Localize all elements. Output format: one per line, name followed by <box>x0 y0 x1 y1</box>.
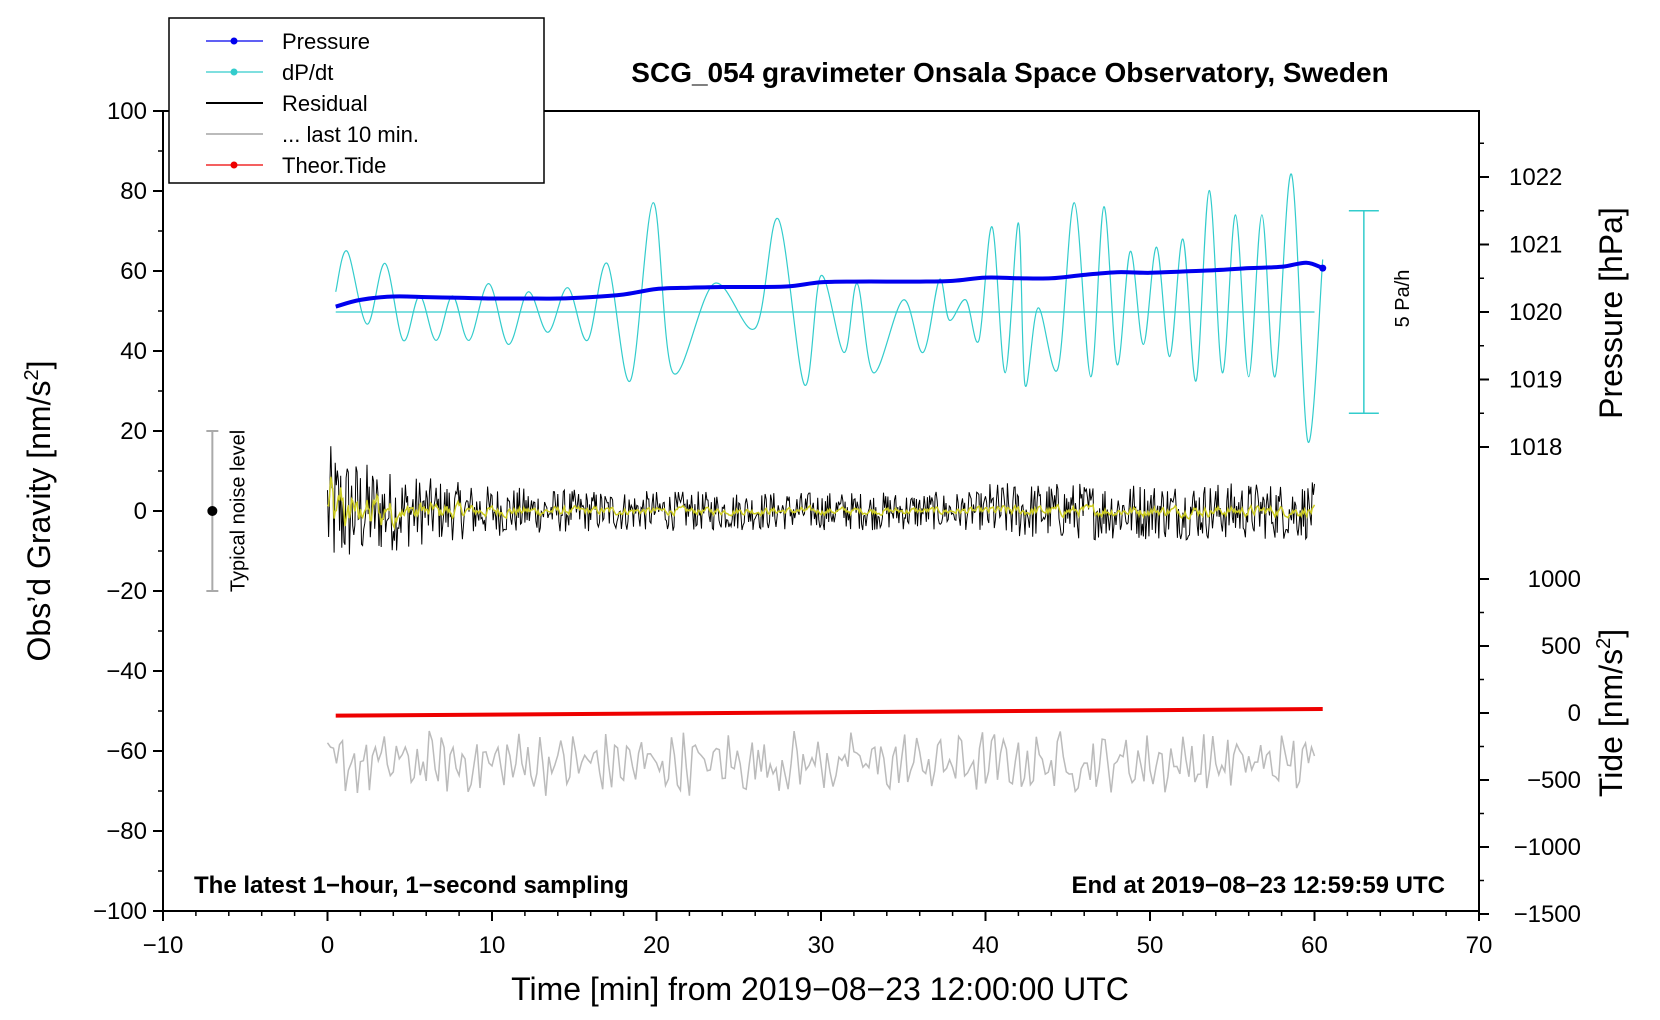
dpdt-line <box>335 173 1324 443</box>
pressure-line <box>335 260 1324 309</box>
legend-box <box>168 17 545 184</box>
tide-axis-title: Tide [nm/s2] <box>1593 629 1629 797</box>
x-tick-label: 30 <box>808 932 835 959</box>
y-tick-label: 80 <box>120 178 147 205</box>
tide-tick-label: 1000 <box>1528 566 1581 593</box>
residual-line <box>327 446 1315 555</box>
residual-series <box>327 446 1316 555</box>
y-tick-label: 40 <box>120 338 147 365</box>
legend-label: Pressure <box>282 29 370 54</box>
pressure-tick-label: 1019 <box>1509 367 1562 394</box>
annotations: Typical noise level 5 Pa/h <box>206 210 1414 592</box>
x-tick-label: 20 <box>643 932 670 959</box>
note-sampling: The latest 1−hour, 1−second sampling <box>194 872 629 899</box>
x-tick-label: 0 <box>321 932 334 959</box>
x-axis: −10 0 10 20 30 40 50 60 70 <box>143 911 1493 959</box>
legend-label: Residual <box>282 91 368 116</box>
x-tick-label: 60 <box>1301 932 1328 959</box>
residual-smoothed-line <box>327 476 1316 531</box>
y-tick-label: −60 <box>106 738 147 765</box>
tide-line <box>335 706 1323 718</box>
y-tick-label: −100 <box>93 898 147 925</box>
pressure-axis-title: Pressure [hPa] <box>1593 207 1629 419</box>
x-tick-label: −10 <box>143 932 184 959</box>
y-axis-pressure: 1018 1019 1020 1021 1022 <box>1479 142 1562 461</box>
x-tick-label: 50 <box>1137 932 1164 959</box>
legend-label: Theor.Tide <box>282 153 386 178</box>
legend-label: dP/dt <box>282 60 333 85</box>
dpdt-series <box>335 173 1324 443</box>
scale-bar-label: 5 Pa/h <box>1392 270 1414 328</box>
tide-tick-label: 500 <box>1541 633 1581 660</box>
y-tick-label: 100 <box>107 98 147 125</box>
y-tick-label: 0 <box>134 498 147 525</box>
y-axis-title: Obs’d Gravity [nm/s2] <box>21 361 57 662</box>
pressure-tick-label: 1020 <box>1509 299 1562 326</box>
x-tick-label: 70 <box>1466 932 1493 959</box>
chart-title: SCG_054 gravimeter Onsala Space Observat… <box>631 57 1388 88</box>
noise-bar-label: Typical noise level <box>227 430 249 592</box>
legend-marker <box>230 68 238 76</box>
x-tick-label: 40 <box>972 932 999 959</box>
y-tick-label: −40 <box>106 658 147 685</box>
pressure-end-marker <box>1319 264 1327 272</box>
legend-label: ... last 10 min. <box>282 122 419 147</box>
theor-tide-series <box>335 706 1323 718</box>
y-tick-label: 60 <box>120 258 147 285</box>
tide-tick-label: −1000 <box>1514 834 1581 861</box>
note-end-time: End at 2019−08−23 12:59:59 UTC <box>1071 872 1445 899</box>
noise-bar-dot <box>207 506 218 516</box>
x-axis-title: Time [min] from 2019−08−23 12:00:00 UTC <box>511 971 1129 1007</box>
legend: Pressure dP/dt Residual ... last 10 min. The… <box>168 17 545 184</box>
y-axis-tide: −1500 −1000 −500 0 500 1000 <box>1479 566 1581 928</box>
tide-tick-label: −500 <box>1527 767 1581 794</box>
last-10-min-series <box>326 730 1316 796</box>
y-tick-label: 20 <box>120 418 147 445</box>
x-tick-label: 10 <box>479 932 506 959</box>
legend-marker <box>230 37 238 45</box>
legend-marker <box>230 161 238 169</box>
y-axis-gravity: −100 −80 −60 −40 −20 0 20 40 60 80 100 <box>93 98 163 925</box>
y-tick-label: −20 <box>106 578 147 605</box>
y-tick-label: −80 <box>106 818 147 845</box>
pressure-series <box>335 260 1327 309</box>
pressure-tick-label: 1018 <box>1509 434 1562 461</box>
last-10-min-line <box>326 730 1316 796</box>
tide-tick-label: −1500 <box>1514 901 1581 928</box>
pressure-tick-label: 1021 <box>1509 232 1562 259</box>
pressure-tick-label: 1022 <box>1509 164 1562 191</box>
tide-tick-label: 0 <box>1568 700 1581 727</box>
